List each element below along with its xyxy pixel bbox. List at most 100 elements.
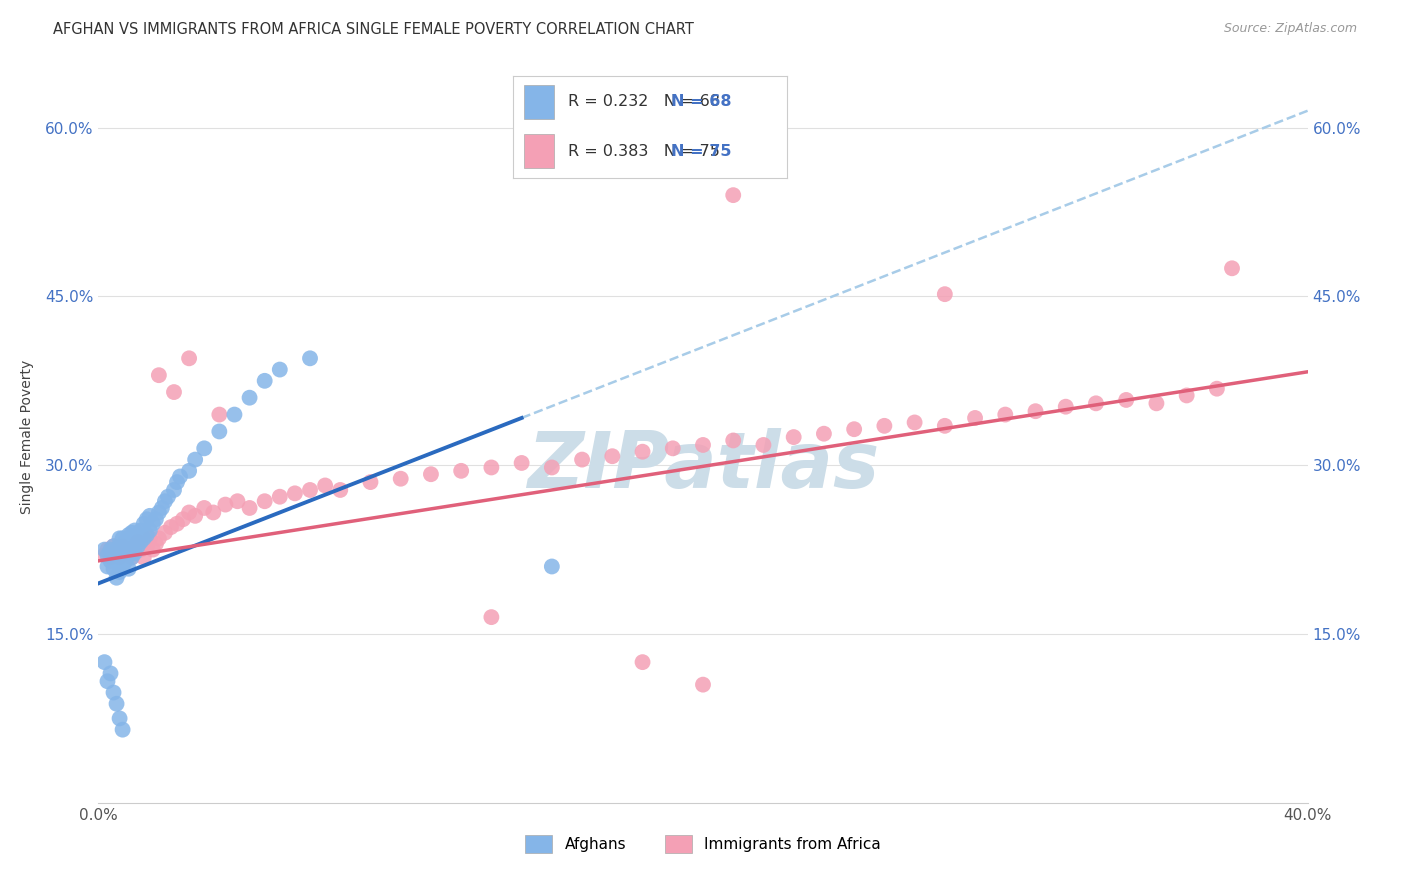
Point [150, 500, 173, 515]
Point [105, 697, 128, 711]
Text: N = 75: N = 75 [671, 144, 731, 159]
Point [179, 464, 201, 478]
Point [132, 532, 155, 546]
Point [193, 442, 215, 456]
Point [103, 539, 125, 553]
Point [163, 483, 186, 497]
Text: Source: ZipAtlas.com: Source: ZipAtlas.com [1223, 22, 1357, 36]
Point [145, 537, 167, 551]
Point [100, 554, 122, 568]
Point [631, 655, 654, 669]
Point [1085, 396, 1108, 410]
Point [299, 483, 322, 497]
Point [108, 711, 131, 725]
Point [105, 571, 128, 585]
Point [314, 478, 336, 492]
Point [1144, 396, 1167, 410]
Point [179, 351, 201, 366]
Point [111, 539, 134, 553]
Point [100, 666, 122, 681]
Point [108, 550, 131, 565]
Point [111, 559, 134, 574]
Point [184, 452, 207, 467]
Point [105, 546, 128, 560]
Point [661, 442, 683, 456]
Point [148, 506, 170, 520]
Point [329, 483, 352, 497]
Point [103, 550, 125, 565]
Point [571, 452, 593, 467]
FancyBboxPatch shape [524, 85, 554, 119]
Point [124, 539, 146, 553]
Point [135, 528, 157, 542]
Point [148, 532, 170, 546]
Point [160, 520, 183, 534]
Point [114, 546, 136, 560]
Point [783, 430, 806, 444]
Point [284, 486, 307, 500]
Point [96, 542, 118, 557]
Point [93, 655, 115, 669]
Point [124, 546, 146, 560]
Point [118, 562, 141, 576]
Point [108, 550, 131, 565]
Point [540, 460, 562, 475]
Text: N = 68: N = 68 [671, 95, 731, 110]
Point [148, 368, 170, 383]
Point [108, 565, 131, 579]
Point [179, 506, 201, 520]
Point [692, 438, 714, 452]
Point [166, 516, 188, 531]
Point [193, 500, 215, 515]
Point [96, 559, 118, 574]
Point [299, 351, 322, 366]
Point [108, 532, 131, 546]
Point [153, 525, 176, 540]
Point [163, 385, 186, 400]
Point [723, 188, 745, 202]
Point [965, 411, 987, 425]
Point [226, 494, 249, 508]
Point [103, 685, 125, 699]
Point [100, 550, 122, 565]
Point [129, 534, 152, 549]
Point [202, 506, 225, 520]
Y-axis label: Single Female Poverty: Single Female Poverty [20, 360, 34, 514]
Point [631, 444, 654, 458]
Point [105, 554, 128, 568]
Point [239, 500, 262, 515]
Text: R = 0.383   N = 75: R = 0.383 N = 75 [568, 144, 720, 159]
Point [114, 554, 136, 568]
Point [118, 528, 141, 542]
Point [118, 548, 141, 562]
Point [114, 546, 136, 560]
Point [752, 438, 775, 452]
Point [934, 287, 956, 301]
Point [692, 678, 714, 692]
Point [994, 408, 1017, 422]
Legend: Afghans, Immigrants from Africa: Afghans, Immigrants from Africa [517, 827, 889, 861]
Point [208, 425, 231, 439]
Point [873, 418, 896, 433]
Point [124, 524, 146, 538]
Point [481, 610, 503, 624]
Point [904, 416, 927, 430]
Point [111, 532, 134, 546]
Point [127, 539, 149, 553]
Point [389, 472, 412, 486]
Point [1220, 261, 1243, 276]
Point [253, 374, 276, 388]
Point [96, 674, 118, 689]
Point [105, 542, 128, 557]
Point [111, 539, 134, 553]
Point [108, 539, 131, 553]
Text: ZIPatlas: ZIPatlas [527, 428, 879, 504]
Point [135, 539, 157, 553]
Text: AFGHAN VS IMMIGRANTS FROM AFRICA SINGLE FEMALE POVERTY CORRELATION CHART: AFGHAN VS IMMIGRANTS FROM AFRICA SINGLE … [53, 22, 695, 37]
Point [269, 490, 291, 504]
Point [121, 525, 143, 540]
Point [103, 562, 125, 576]
Point [139, 532, 162, 546]
Point [510, 456, 533, 470]
Point [450, 464, 472, 478]
